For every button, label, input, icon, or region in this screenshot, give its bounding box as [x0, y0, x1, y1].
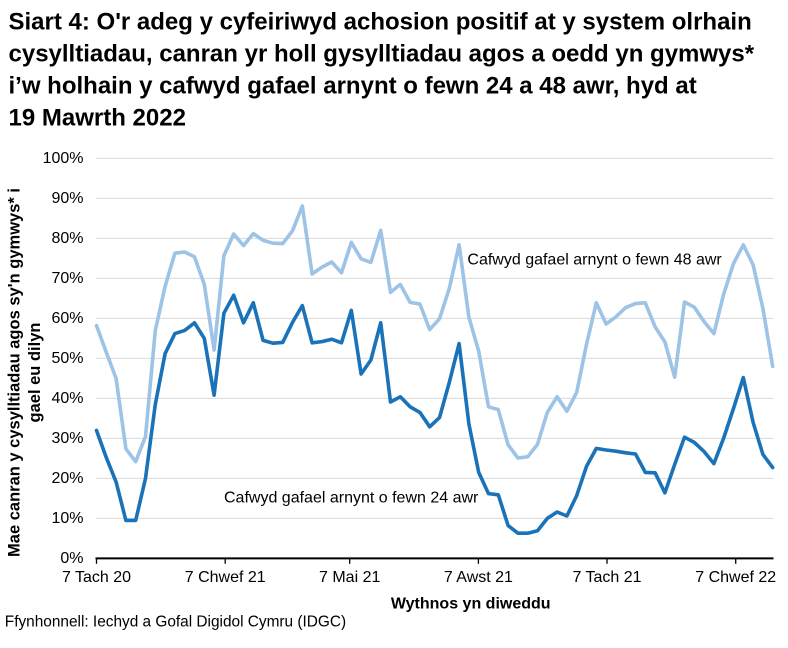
svg-text:7 Tach 21: 7 Tach 21	[572, 569, 641, 586]
svg-text:7 Tach 20: 7 Tach 20	[62, 569, 131, 586]
svg-text:7 Mai 21: 7 Mai 21	[319, 569, 380, 586]
svg-text:cysylltiadau, canran yr holl g: cysylltiadau, canran yr holl gysylltiada…	[9, 41, 755, 68]
svg-text:40%: 40%	[51, 390, 83, 407]
svg-text:90%: 90%	[51, 190, 83, 207]
svg-text:80%: 80%	[51, 230, 83, 247]
svg-text:70%: 70%	[51, 270, 83, 287]
svg-text:i’w holhain y cafwyd gafael ar: i’w holhain y cafwyd gafael arnynt o few…	[9, 72, 697, 99]
svg-text:Ffynhonnell: Iechyd a Gofal Di: Ffynhonnell: Iechyd a Gofal Digidol Cymr…	[5, 614, 346, 631]
svg-text:7 Chwef 22: 7 Chwef 22	[695, 569, 776, 586]
svg-text:100%: 100%	[43, 150, 84, 167]
svg-text:10%: 10%	[51, 510, 83, 527]
svg-text:50%: 50%	[51, 350, 83, 367]
svg-text:19 Mawrth 2022: 19 Mawrth 2022	[9, 104, 186, 131]
svg-text:0%: 0%	[60, 550, 83, 567]
svg-text:Siart 4: O'r adeg y cyfeiriwyd: Siart 4: O'r adeg y cyfeiriwyd achosion …	[9, 9, 752, 36]
svg-text:gael eu dilyn: gael eu dilyn	[26, 323, 44, 423]
svg-text:60%: 60%	[51, 310, 83, 327]
svg-text:Cafwyd gafael arnynt o fewn 48: Cafwyd gafael arnynt o fewn 48 awr	[467, 252, 722, 269]
svg-text:30%: 30%	[51, 430, 83, 447]
svg-text:7 Chwef 21: 7 Chwef 21	[185, 569, 266, 586]
svg-text:7 Awst 21: 7 Awst 21	[444, 569, 513, 586]
svg-text:Cafwyd gafael arnynt o fewn 24: Cafwyd gafael arnynt o fewn 24 awr	[224, 490, 479, 507]
svg-text:Mae canran y cysylltiadau agos: Mae canran y cysylltiadau agos sy'n gymw…	[6, 188, 24, 557]
svg-text:20%: 20%	[51, 470, 83, 487]
svg-text:Wythnos yn diweddu: Wythnos yn diweddu	[391, 596, 551, 613]
